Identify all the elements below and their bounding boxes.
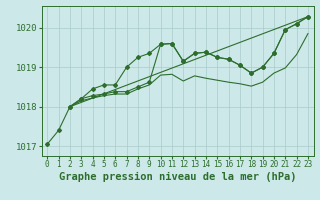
X-axis label: Graphe pression niveau de la mer (hPa): Graphe pression niveau de la mer (hPa) bbox=[59, 172, 296, 182]
